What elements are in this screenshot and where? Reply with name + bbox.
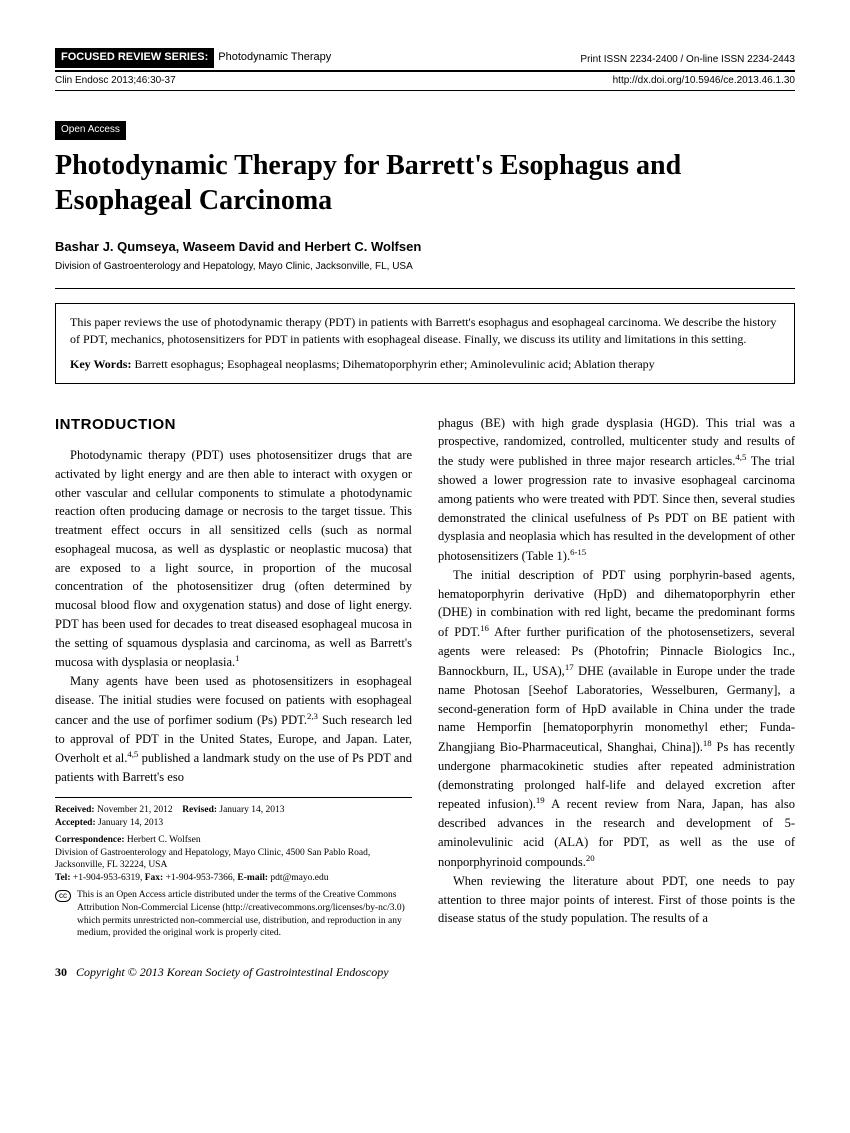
page-footer: 30 Copyright © 2013 Korean Society of Ga… <box>55 964 795 981</box>
email[interactable]: pdt@mayo.edu <box>270 873 328 883</box>
keywords-line: Key Words: Barrett esophagus; Esophageal… <box>70 356 780 373</box>
body-columns: INTRODUCTION Photodynamic therapy (PDT) … <box>55 414 795 941</box>
revised-date: January 14, 2013 <box>219 805 284 815</box>
keywords-label: Key Words: <box>70 357 131 371</box>
copyright: Copyright © 2013 Korean Society of Gastr… <box>76 965 389 979</box>
abstract-box: This paper reviews the use of photodynam… <box>55 303 795 383</box>
received-label: Received: <box>55 805 95 815</box>
accepted-label: Accepted: <box>55 818 96 828</box>
series-label: FOCUSED REVIEW SERIES: <box>55 48 214 68</box>
cc-license-text: This is an Open Access article distribut… <box>77 889 412 940</box>
tel-label: Tel: <box>55 873 70 883</box>
correspondence-name: Herbert C. Wolfsen <box>127 835 201 845</box>
sub-header: Clin Endosc 2013;46:30-37 http://dx.doi.… <box>55 72 795 92</box>
article-title: Photodynamic Therapy for Barrett's Esoph… <box>55 148 795 218</box>
accepted-date: January 14, 2013 <box>98 818 163 828</box>
paragraph-1: Photodynamic therapy (PDT) uses photosen… <box>55 446 412 672</box>
paragraph-3: phagus (BE) with high grade dysplasia (H… <box>438 414 795 566</box>
page-number: 30 <box>55 965 67 979</box>
cc-icon: cc <box>55 890 71 902</box>
correspondence-label: Correspondence: <box>55 835 124 845</box>
doi-link[interactable]: http://dx.doi.org/10.5946/ce.2013.46.1.3… <box>613 74 795 89</box>
series-sub: Photodynamic Therapy <box>218 50 331 66</box>
open-access-badge: Open Access <box>55 121 126 140</box>
keywords: Barrett esophagus; Esophageal neoplasms;… <box>134 357 654 371</box>
authors: Bashar J. Qumseya, Waseem David and Herb… <box>55 238 795 257</box>
section-heading: INTRODUCTION <box>55 414 412 437</box>
header-bar: FOCUSED REVIEW SERIES: Photodynamic Ther… <box>55 48 795 72</box>
paragraph-5: When reviewing the literature about PDT,… <box>438 872 795 928</box>
fax: +1-904-953-7366, <box>166 873 235 883</box>
email-label: E-mail: <box>237 873 268 883</box>
citation: Clin Endosc 2013;46:30-37 <box>55 74 176 89</box>
affiliation: Division of Gastroenterology and Hepatol… <box>55 260 795 275</box>
author-rule <box>55 288 795 289</box>
abstract-text: This paper reviews the use of photodynam… <box>70 314 780 348</box>
paragraph-2: Many agents have been used as photosensi… <box>55 672 412 787</box>
tel: +1-904-953-6319, <box>73 873 142 883</box>
correspondence-address: Division of Gastroenterology and Hepatol… <box>55 847 412 873</box>
received-date: November 21, 2012 <box>97 805 173 815</box>
paragraph-4: The initial description of PDT using por… <box>438 566 795 872</box>
issn-line: Print ISSN 2234-2400 / On-line ISSN 2234… <box>580 53 795 68</box>
fax-label: Fax: <box>145 873 163 883</box>
revised-label: Revised: <box>182 805 217 815</box>
correspondence-block: Received: November 21, 2012 Revised: Jan… <box>55 797 412 940</box>
